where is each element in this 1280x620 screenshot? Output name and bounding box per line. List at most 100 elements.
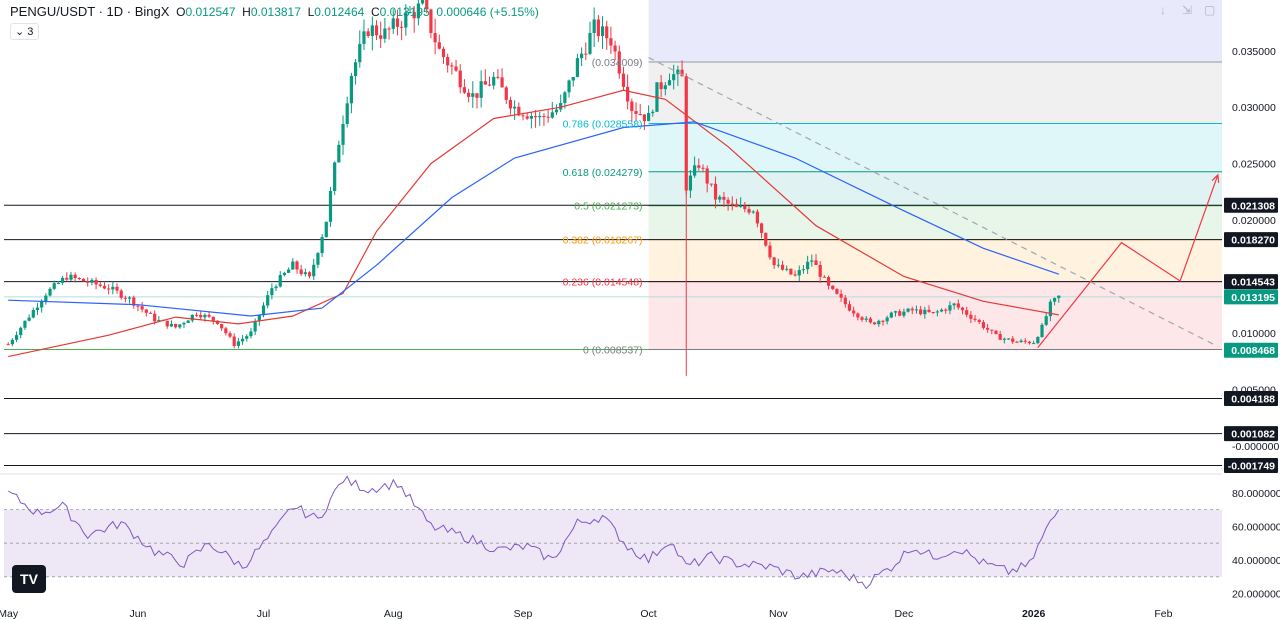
candle-body — [919, 309, 923, 315]
fib-zone-0.5 — [648, 205, 1222, 240]
candle-body — [132, 297, 136, 306]
candle-body — [1023, 340, 1027, 342]
candle-body — [178, 324, 182, 328]
price-tick-label: 0.020000 — [1232, 215, 1276, 227]
candle-body — [157, 320, 161, 322]
candle-body — [554, 109, 559, 113]
candle-body — [441, 48, 446, 58]
candle-body — [115, 286, 119, 291]
candle-body — [387, 28, 391, 30]
candle-body — [479, 81, 483, 98]
candle-body — [1048, 301, 1052, 317]
candle-body — [425, 0, 429, 10]
candle-body — [395, 18, 400, 27]
price-tag — [1224, 232, 1278, 248]
candle-body — [881, 320, 885, 322]
candle-body — [207, 314, 211, 317]
candle-body — [86, 281, 90, 283]
candle-body — [843, 297, 847, 305]
fibonacci-zones — [4, 0, 1222, 350]
candle-body — [1027, 341, 1032, 344]
price-candles — [6, 0, 1061, 376]
candle-body — [860, 317, 864, 320]
price-tag — [1224, 426, 1278, 442]
candle-body — [337, 144, 341, 163]
time-tick-label: Aug — [384, 608, 403, 620]
price-tag — [1224, 197, 1278, 213]
price-tag — [1224, 458, 1278, 474]
candle-body — [324, 221, 328, 238]
candle-body — [316, 253, 320, 265]
candle-body — [705, 168, 709, 184]
candle-body — [148, 312, 153, 314]
candle-body — [48, 288, 52, 296]
rsi-tick-label: 80.000000 — [1232, 488, 1280, 500]
indicators-toggle[interactable]: ⌄ 3 — [10, 23, 40, 40]
candle-body — [693, 165, 697, 176]
candle-body — [77, 277, 81, 279]
candle-body — [902, 311, 906, 316]
candle-body — [977, 319, 981, 323]
time-tick-label: May — [0, 608, 19, 620]
candle-body — [948, 305, 952, 311]
candle-body — [98, 284, 102, 286]
candle-body — [123, 297, 127, 299]
price-tick-label: 0.025000 — [1232, 159, 1276, 171]
candle-body — [1011, 338, 1015, 342]
candle-body — [90, 279, 94, 283]
fib-label-0.5: 0.5 (0.021273) — [574, 201, 642, 213]
candle-body — [450, 65, 454, 67]
candle-body — [404, 12, 408, 28]
candle-body — [651, 111, 655, 114]
price-tag-label: 0.001082 — [1231, 429, 1275, 441]
candle-body — [274, 286, 278, 289]
candle-body — [910, 308, 914, 311]
candle-body — [588, 32, 592, 54]
candle-body — [592, 19, 596, 33]
candle-body — [295, 261, 299, 270]
rsi-tick-label: 20.000000 — [1232, 589, 1280, 601]
price-axis: 0.035000 0.030000 0.025000 0.020000 0.010000… — [1224, 46, 1279, 474]
candle-body — [797, 270, 801, 276]
candle-body — [27, 317, 31, 321]
candle-body — [638, 113, 642, 115]
price-tag — [1224, 391, 1278, 407]
price-tag-label: 0.008468 — [1231, 345, 1275, 357]
candle-body — [759, 223, 764, 233]
candle-body — [542, 115, 546, 117]
candle-body — [270, 288, 274, 296]
candle-body — [642, 114, 646, 122]
candle-body — [550, 112, 554, 118]
candle-body — [320, 237, 324, 254]
candle-body — [885, 317, 889, 322]
candle-body — [1057, 295, 1061, 299]
candle-body — [257, 315, 261, 322]
candle-body — [462, 87, 467, 93]
price-tick-label: -0.000000 — [1232, 441, 1279, 453]
price-tag — [1224, 342, 1278, 358]
candle-body — [768, 245, 772, 258]
candle-body — [433, 33, 437, 43]
candle-body — [446, 57, 450, 66]
arrow-down-icon[interactable]: ↓ — [1160, 3, 1166, 17]
candle-body — [73, 274, 77, 278]
candle-body — [508, 99, 513, 109]
candle-body — [935, 311, 939, 313]
candle-body — [416, 3, 420, 19]
candle-body — [986, 327, 990, 330]
candle-body — [525, 116, 529, 119]
collapse-icon[interactable]: ⇲ — [1182, 3, 1193, 17]
candle-body — [701, 167, 705, 169]
maximize-icon[interactable]: ▢ — [1204, 3, 1216, 17]
candle-body — [345, 103, 349, 124]
fib-label-0.618: 0.618 (0.024279) — [563, 167, 643, 179]
candle-body — [1019, 340, 1023, 343]
candle-body — [835, 288, 839, 294]
candle-body — [245, 336, 249, 339]
candle-body — [789, 268, 793, 275]
candle-body — [646, 113, 651, 122]
candle-body — [253, 321, 257, 332]
symbol-title[interactable]: PENGU/USDT · 1D · BingX — [10, 4, 170, 19]
candle-body — [400, 26, 404, 28]
